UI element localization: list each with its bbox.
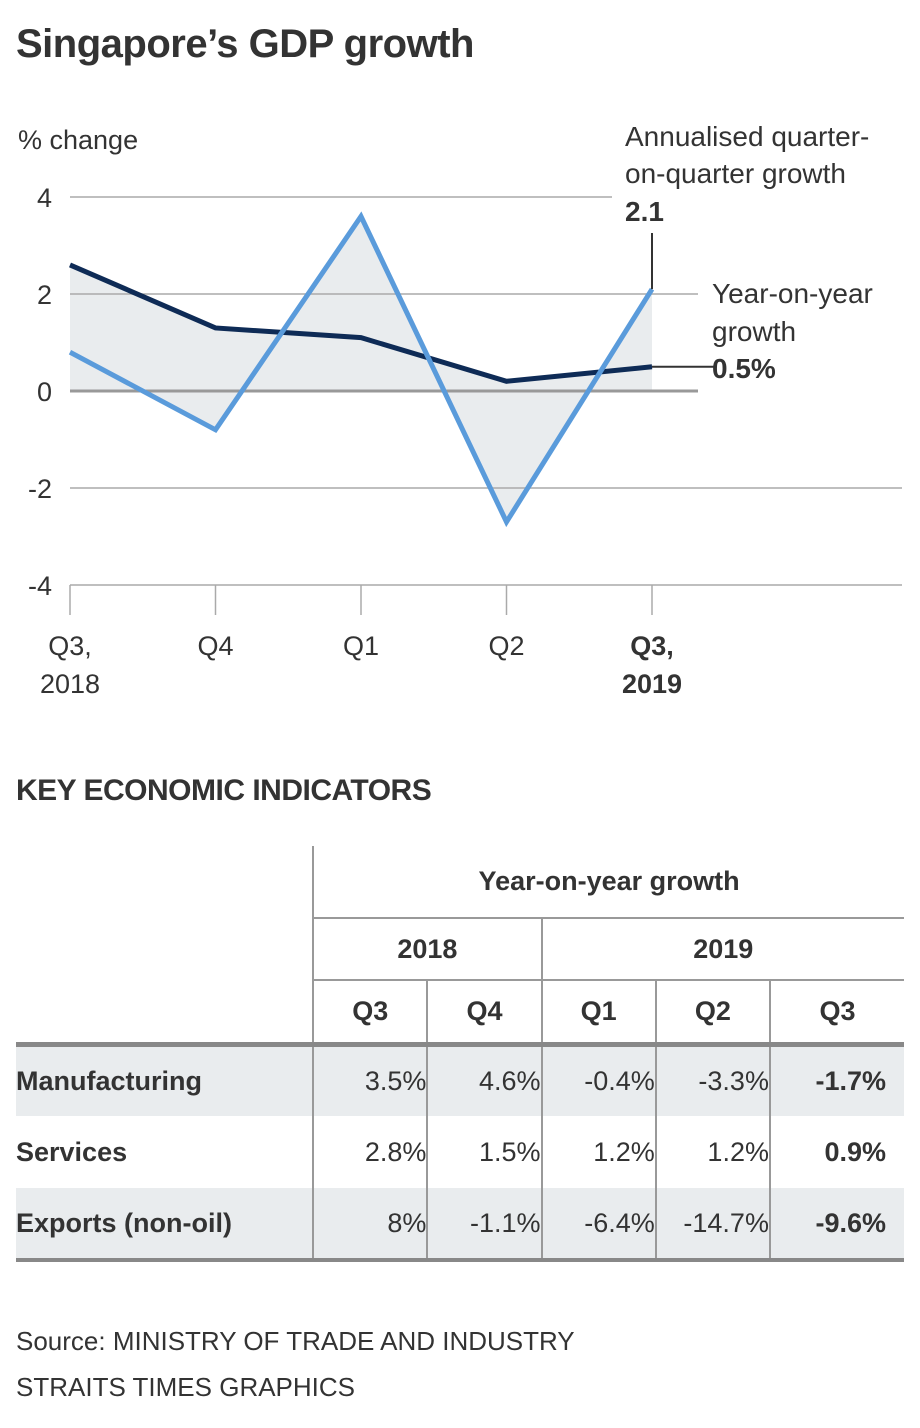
y-tick-label: 2	[37, 280, 52, 310]
source-note: Source: MINISTRY OF TRADE AND INDUSTRY S…	[16, 1318, 575, 1410]
yoy-annotation-value: 0.5%	[712, 353, 776, 384]
cell-value: -14.7%	[654, 1188, 770, 1262]
cell-value-latest: -1.7%	[768, 1041, 904, 1116]
indicators-table: Year-on-year growth 2018 2019 Q3 Q4 Q1 Q…	[16, 846, 904, 1262]
source-line: Source: MINISTRY OF TRADE AND INDUSTRY	[16, 1326, 575, 1356]
x-tick-label: Q4	[197, 631, 233, 661]
x-tick-label: Q2	[488, 631, 524, 661]
quarter-header: Q3	[312, 980, 428, 1044]
table-row: Exports (non-oil) 8% -1.1% -6.4% -14.7% …	[16, 1188, 904, 1262]
y-tick-label: -4	[28, 571, 52, 601]
cell-value-latest: 0.9%	[768, 1116, 904, 1188]
y-tick-label: -2	[28, 474, 52, 504]
group-header: Year-on-year growth	[312, 846, 904, 919]
x-tick-label: 2018	[40, 669, 100, 699]
cell-value: 1.2%	[654, 1116, 770, 1188]
cell-value: -3.3%	[654, 1041, 770, 1116]
cell-value: 2.8%	[312, 1116, 428, 1188]
yoy-annotation-label: Year-on-year	[712, 278, 873, 309]
row-label: Exports (non-oil)	[16, 1188, 314, 1262]
table-corner	[16, 846, 313, 918]
cell-value: 1.5%	[426, 1116, 542, 1188]
quarter-header: Q1	[540, 980, 656, 1044]
area-fill	[70, 216, 652, 522]
cell-value: 8%	[312, 1188, 428, 1262]
y-tick-label: 0	[37, 377, 52, 407]
cell-value-latest: -9.6%	[768, 1188, 904, 1262]
y-tick-label: 4	[37, 183, 52, 213]
row-label: Manufacturing	[16, 1041, 314, 1116]
x-tick-label: Q1	[343, 631, 379, 661]
quarter-header: Q2	[654, 980, 770, 1044]
quarter-header: Q3	[768, 980, 904, 1044]
cell-value: 4.6%	[426, 1041, 542, 1116]
year-header: 2018	[312, 918, 542, 981]
indicators-title: KEY ECONOMIC INDICATORS	[16, 774, 432, 807]
x-tick-label: Q3,	[630, 631, 674, 661]
table-row: Services 2.8% 1.5% 1.2% 1.2% 0.9%	[16, 1116, 904, 1188]
y-axis-label: % change	[18, 125, 138, 155]
x-tick-label: Q3,	[48, 631, 92, 661]
chart-title: Singapore’s GDP growth	[16, 22, 474, 66]
year-header: 2019	[540, 918, 904, 981]
cell-value: -6.4%	[540, 1188, 656, 1262]
gdp-line-chart: % change 4 2 0 -2 -4 Annualised quarter-on-q…	[18, 121, 902, 699]
table-corner	[16, 980, 313, 1044]
qoq-annotation-label: on-quarter growth	[625, 158, 846, 189]
yoy-annotation-label: growth	[712, 316, 796, 347]
row-label: Services	[16, 1136, 128, 1167]
x-tick-label: 2019	[622, 669, 682, 699]
table-row: Manufacturing 3.5% 4.6% -0.4% -3.3% -1.7…	[16, 1041, 904, 1116]
table-corner	[16, 918, 313, 980]
cell-value: 3.5%	[312, 1041, 428, 1116]
cell-value: 1.2%	[540, 1116, 656, 1188]
cell-value: -0.4%	[540, 1041, 656, 1116]
area-fill	[70, 264, 652, 391]
quarter-header: Q4	[426, 980, 542, 1044]
qoq-annotation-value: 2.1	[625, 196, 664, 227]
credit-line: STRAITS TIMES GRAPHICS	[16, 1372, 356, 1402]
qoq-annotation-label: Annualised quarter-	[625, 121, 869, 152]
cell-value: -1.1%	[426, 1188, 542, 1262]
